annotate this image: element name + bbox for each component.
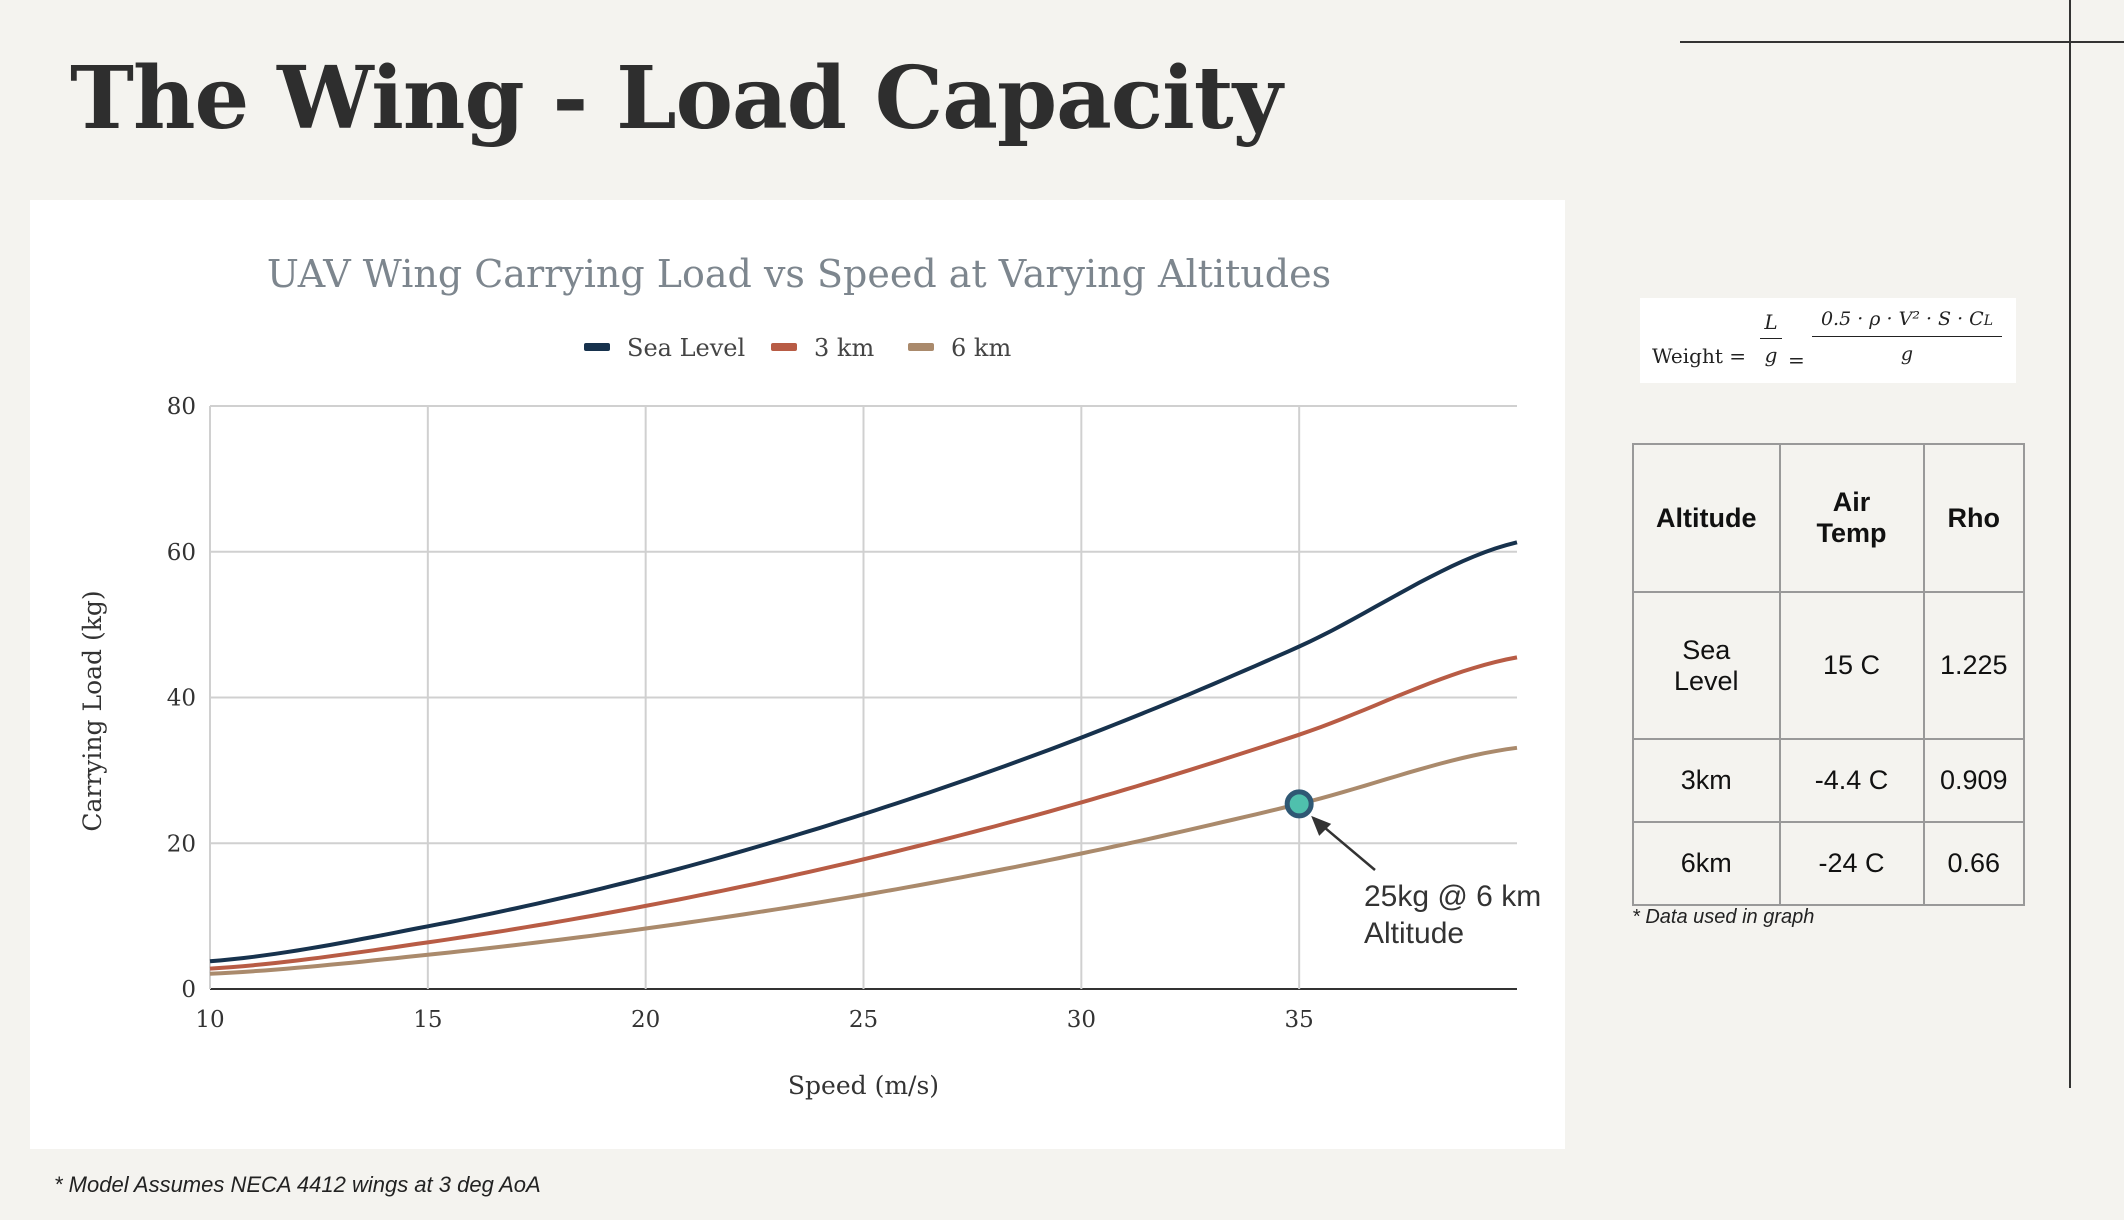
x-tick-label: 25: [849, 1007, 878, 1033]
y-tick-label: 60: [167, 540, 196, 566]
chart-annotation: 25kg @ 6 km Altitude: [1364, 878, 1541, 952]
legend-label-1: 3 km: [814, 334, 874, 362]
annotation-marker: [1284, 789, 1314, 819]
cell: Sea Level: [1632, 591, 1781, 740]
frac2-numerator-text: 0.5 · ρ · V² · S · C: [1820, 308, 1984, 330]
cell: 15 C: [1778, 591, 1925, 740]
header-rho: Rho: [1922, 443, 2026, 593]
legend-swatch-2: [908, 343, 934, 351]
formula-lhs: Weight =: [1652, 344, 1746, 368]
chart-title: UAV Wing Carrying Load vs Speed at Varyi…: [267, 252, 1331, 296]
cell: 0.909: [1922, 738, 2026, 823]
table-note: * Data used in graph: [1632, 906, 1815, 928]
table-row: Sea Level 15 C 1.225: [1632, 591, 2026, 740]
x-tick-label: 30: [1067, 1007, 1096, 1033]
altitude-table: Altitude Air Temp Rho Sea Level 15 C 1.2…: [1632, 443, 2026, 906]
x-tick-label: 35: [1285, 1007, 1314, 1033]
legend-swatch-0: [584, 343, 610, 351]
formula-equals: =: [1788, 348, 1805, 372]
frac1-numerator: L: [1760, 310, 1782, 339]
y-axis-label: Carrying Load (kg): [78, 590, 107, 831]
cell: 1.225: [1922, 591, 2026, 740]
frac2-denominator: g: [1900, 343, 1914, 365]
chart-card: [30, 200, 1565, 1149]
y-tick-label: 0: [181, 977, 196, 1003]
cell: 6km: [1632, 821, 1781, 906]
frac2-numerator: 0.5 · ρ · V² · S · CL: [1812, 308, 2002, 337]
y-tick-label: 80: [167, 394, 196, 420]
legend-label-0: Sea Level: [627, 334, 745, 362]
table-row: 6km -24 C 0.66: [1632, 821, 2026, 906]
table-header-row: Altitude Air Temp Rho: [1632, 443, 2026, 593]
cell: -24 C: [1778, 821, 1925, 906]
header-air-temp: Air Temp: [1778, 443, 1925, 593]
x-tick-label: 20: [631, 1007, 660, 1033]
y-tick-label: 20: [167, 831, 196, 857]
cell: -4.4 C: [1778, 738, 1925, 823]
cell: 3km: [1632, 738, 1781, 823]
legend-swatch-1: [771, 343, 797, 351]
table-row: 3km -4.4 C 0.909: [1632, 738, 2026, 823]
series-line-1: [209, 655, 1518, 971]
frac2-subscript: L: [1983, 313, 1994, 329]
x-tick-label: 15: [413, 1007, 442, 1033]
y-tick-label: 40: [167, 686, 196, 712]
series-line-0: [209, 540, 1518, 964]
x-axis-label: Speed (m/s): [788, 1071, 939, 1100]
decorative-line-vertical: [2069, 0, 2071, 1088]
header-altitude: Altitude: [1632, 443, 1781, 593]
x-tick-label: 10: [195, 1007, 224, 1033]
page-title: The Wing - Load Capacity: [70, 48, 1283, 149]
frac1-denominator: g: [1764, 343, 1778, 367]
annotation-line2: Altitude: [1364, 917, 1465, 950]
footnote: * Model Assumes NECA 4412 wings at 3 deg…: [54, 1172, 541, 1197]
annotation-arrowhead: [1311, 815, 1332, 836]
annotation-line1: 25kg @ 6 km: [1364, 880, 1542, 913]
cell: 0.66: [1922, 821, 2026, 906]
decorative-line-horizontal: [1680, 41, 2124, 43]
legend-label-2: 6 km: [951, 334, 1011, 362]
formula-fraction-2: 0.5 · ρ · V² · S · CL g: [1812, 308, 2002, 365]
